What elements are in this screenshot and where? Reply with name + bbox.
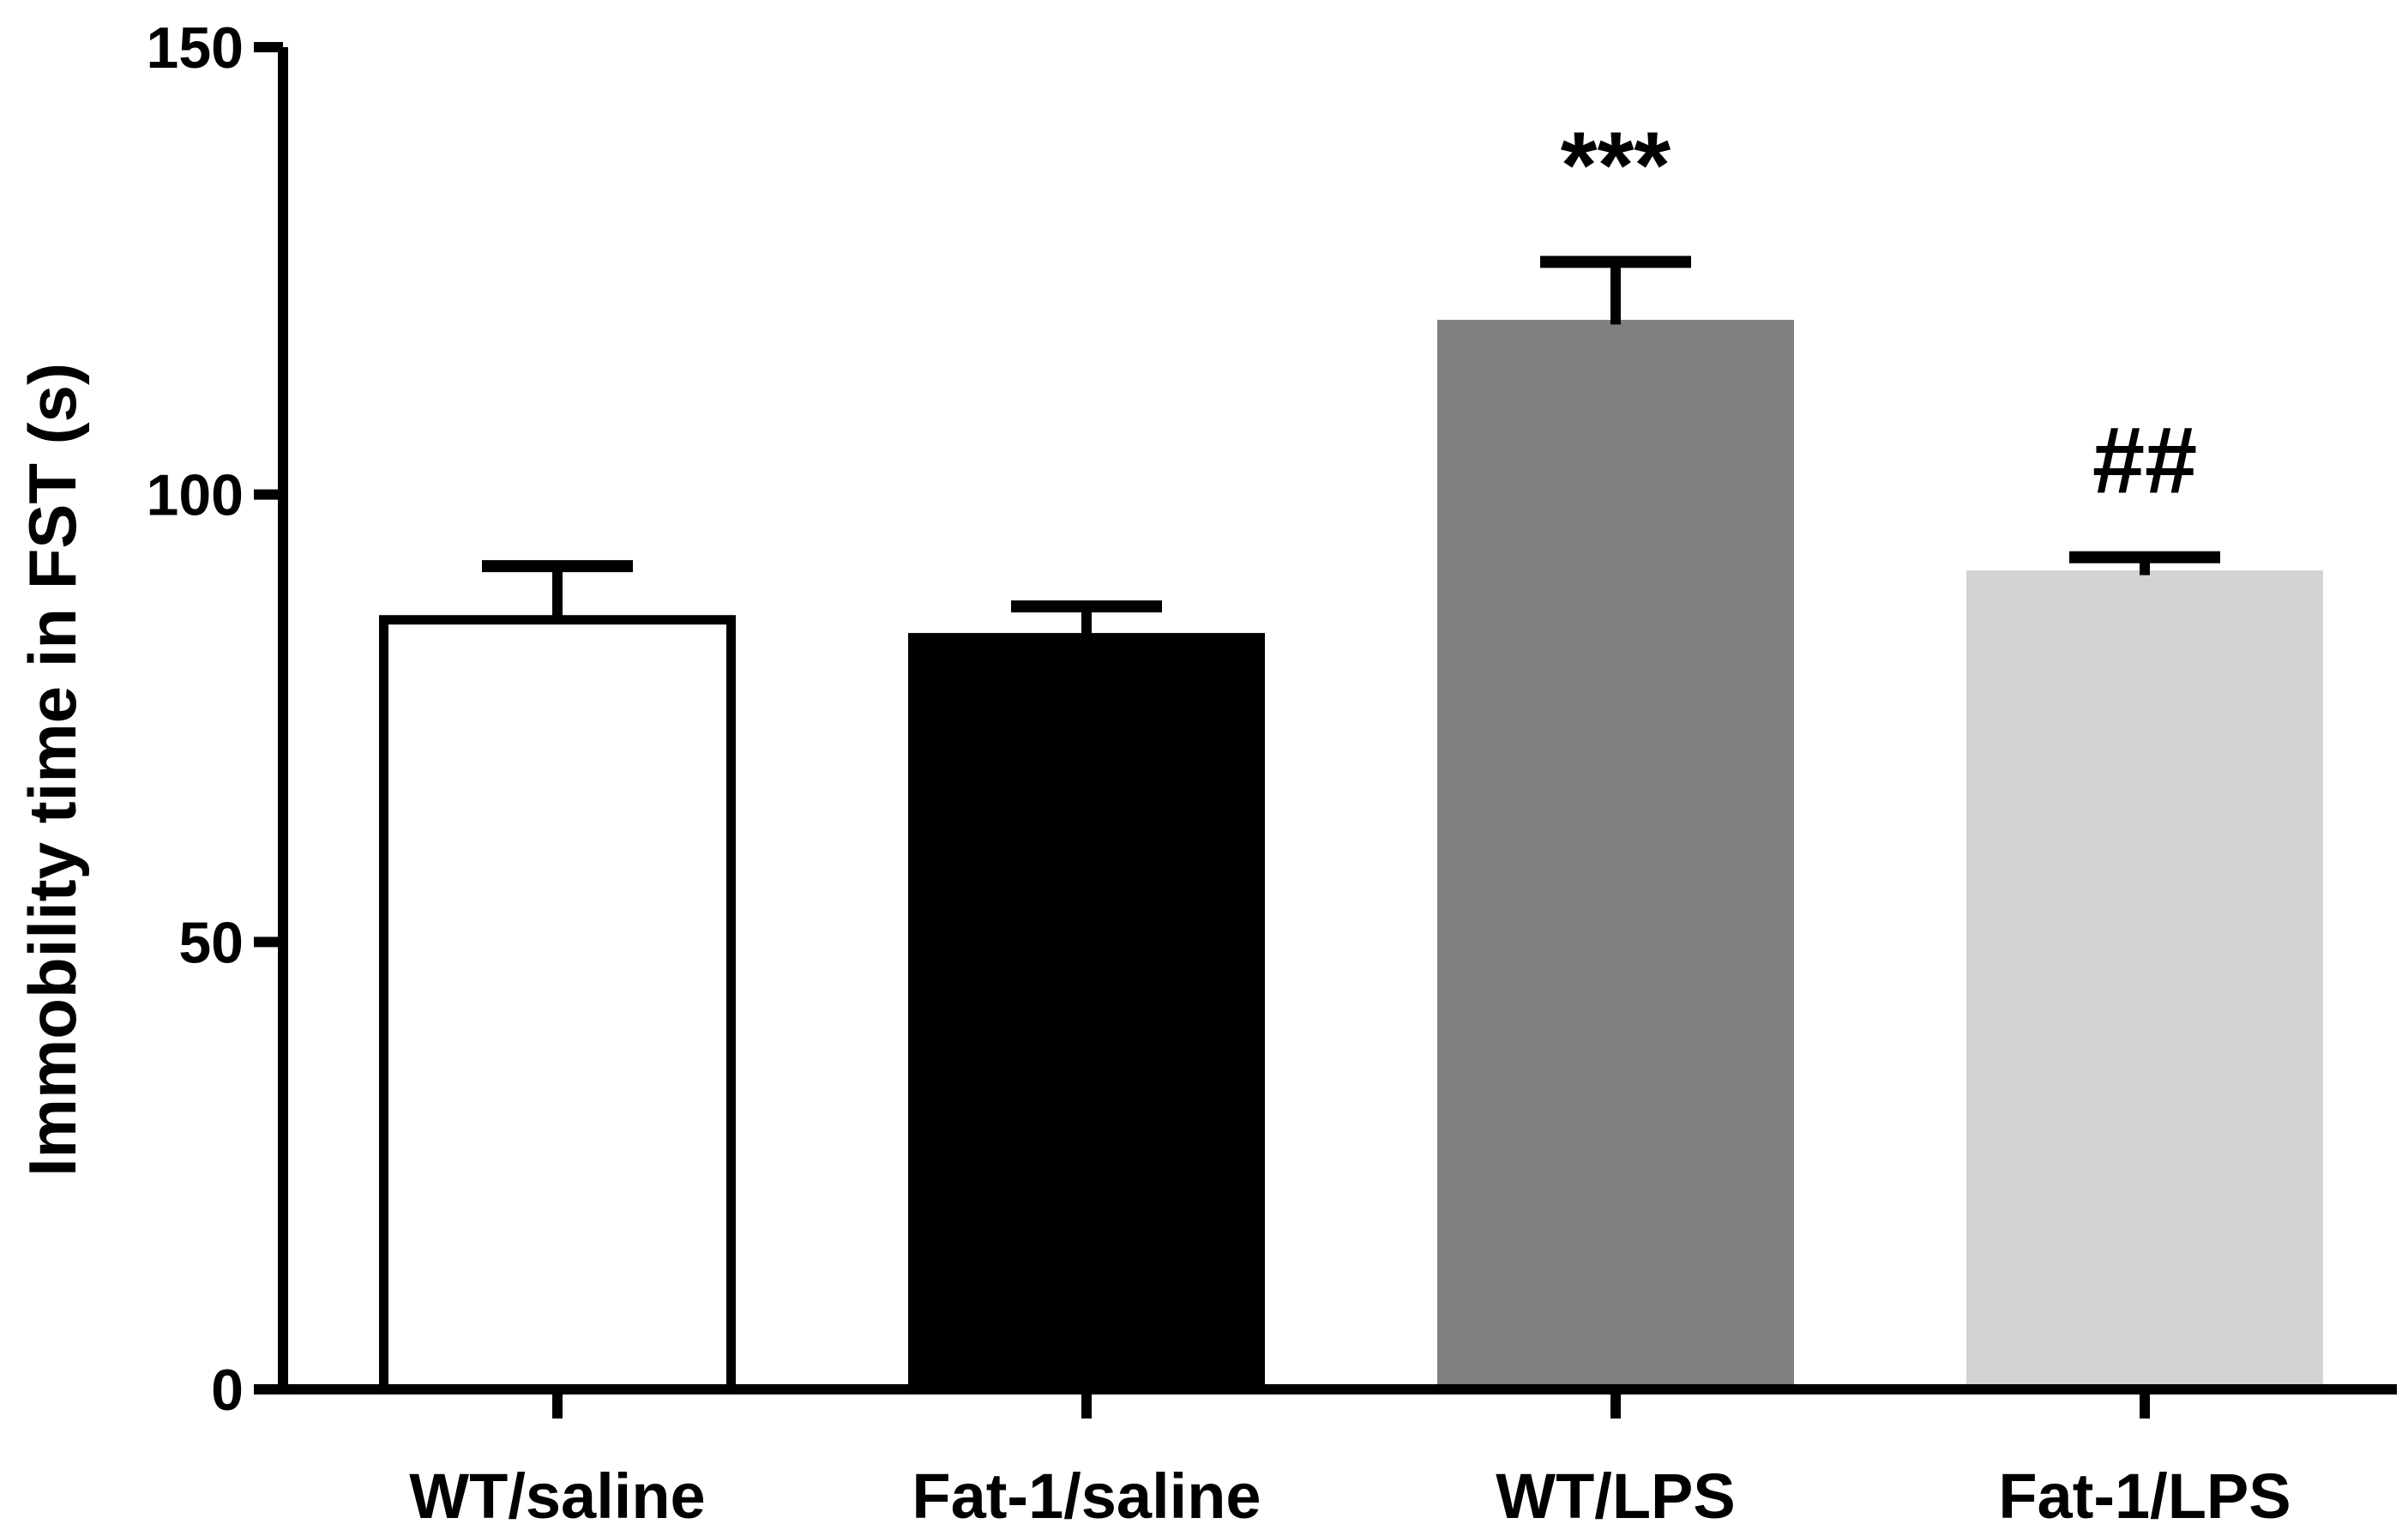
y-tick-label-50: 50 xyxy=(178,910,244,975)
bars-layer xyxy=(379,319,2323,1394)
x-tick-label-fat-1-lps: Fat-1/LPS xyxy=(1998,1461,2291,1532)
significance-fat-1-lps: ## xyxy=(2092,408,2197,514)
bar-fat-1-lps xyxy=(1966,570,2323,1394)
y-tick-label-100: 100 xyxy=(147,463,244,528)
y-tick-label-0: 0 xyxy=(211,1358,244,1423)
axes-layer xyxy=(278,47,2397,1394)
x-tick-label-wt-lps: WT/LPS xyxy=(1496,1461,1736,1532)
bar-fat-1-saline xyxy=(908,633,1265,1394)
y-ticks-layer: 0 50 100 150 xyxy=(147,15,283,1423)
bar-wt-lps xyxy=(1437,319,1794,1394)
error-bars-layer xyxy=(482,256,2220,638)
y-tick-label-150: 150 xyxy=(147,15,244,81)
significance-wt-lps: *** xyxy=(1561,112,1671,218)
annotations-layer: *** ## xyxy=(1561,112,2197,513)
bar-wt-saline xyxy=(379,615,736,1394)
x-tick-label-wt-saline: WT/saline xyxy=(409,1461,705,1532)
y-axis-title: Immobility time in FST (s) xyxy=(15,363,90,1177)
x-tick-label-fat-1-saline: Fat-1/saline xyxy=(912,1461,1261,1532)
x-ticks-layer: WT/saline Fat-1/saline WT/LPS Fat-1/LPS xyxy=(409,1389,2291,1532)
